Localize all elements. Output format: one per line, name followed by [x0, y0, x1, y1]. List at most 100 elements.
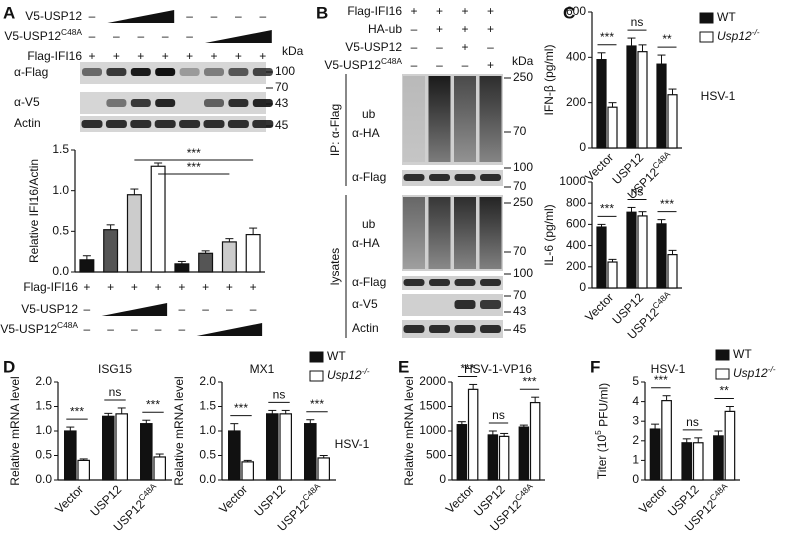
y-axis-label-main: Relative mRNA level — [8, 376, 22, 485]
y-tick-label: 1.5 — [52, 142, 69, 156]
y-axis-label-sup: 5 — [593, 430, 603, 435]
blot-band — [403, 279, 425, 286]
row-label-main: V5-USP12 — [4, 29, 61, 43]
y-tick-label: 4 — [632, 394, 639, 408]
blot-strip — [402, 294, 503, 316]
significance-label: *** — [234, 401, 248, 415]
blot-band — [480, 300, 501, 309]
y-tick-label: 1000 — [559, 174, 586, 188]
significance-label: *** — [600, 30, 614, 44]
legend-label: WT — [327, 349, 346, 363]
blot-band — [252, 68, 273, 76]
y-tick-label: 800 — [566, 195, 586, 209]
blot-band — [454, 300, 476, 309]
marker-label: 100 — [275, 64, 295, 78]
blot-band — [252, 99, 273, 107]
antibody-label: α-Flag — [14, 65, 48, 79]
blot-band — [252, 120, 274, 128]
legend-label: Usp12-/- — [327, 366, 370, 382]
y-tick-label: 5 — [632, 374, 639, 388]
marker-label: 45 — [513, 322, 527, 336]
significance-label: *** — [187, 146, 201, 160]
row-label: V5-USP12C48A — [0, 320, 78, 336]
x-tick-label-main: USP12 — [88, 482, 125, 519]
bar — [596, 226, 607, 289]
bar — [607, 106, 618, 149]
significance-label: *** — [146, 397, 160, 411]
antibody-label: Actin — [352, 321, 379, 335]
section-label: lysates — [328, 248, 342, 285]
legend-swatch — [715, 349, 730, 361]
sign: + — [410, 4, 417, 18]
kda-label: kDa — [282, 44, 304, 58]
y-tick-label: 1.0 — [199, 423, 216, 437]
antibody-label: Actin — [14, 116, 41, 130]
blot-band — [480, 279, 501, 286]
blot-strip — [402, 320, 503, 338]
significance-label: ns — [686, 415, 699, 429]
sign: – — [186, 9, 193, 23]
legend-label: WT — [717, 10, 736, 24]
blot-band — [429, 279, 450, 286]
blot-band — [403, 325, 425, 333]
antibody-label: α-HA — [352, 126, 380, 140]
sign: + — [88, 49, 95, 63]
blot-band — [179, 68, 200, 76]
x-tick-label: Vector — [636, 482, 670, 516]
panel-label: F — [590, 357, 600, 376]
y-tick-label: 2000 — [419, 374, 446, 388]
y-axis-label: Relative IFI16/Actin — [27, 159, 41, 263]
panel-label: E — [398, 357, 409, 376]
blot-band — [227, 120, 249, 128]
blot-smear — [479, 76, 502, 162]
blot-band — [228, 99, 249, 107]
row-label: V5-USP12 — [345, 40, 402, 54]
significance-label: *** — [187, 160, 201, 174]
sign: – — [131, 322, 138, 336]
antibody-label: ub — [362, 217, 376, 231]
wedge — [101, 303, 168, 316]
row-label-main: V5-USP12 — [25, 9, 82, 23]
legend-label-main: Usp12 — [733, 366, 768, 380]
sign: + — [461, 22, 468, 36]
row-label-sup: C48A — [61, 27, 82, 37]
blot-smear — [454, 76, 476, 162]
antibody-label: α-V5 — [14, 95, 40, 109]
sign: + — [107, 280, 114, 294]
sign: – — [186, 29, 193, 43]
row-label-main: V5-USP12 — [0, 322, 57, 336]
y-tick-label: 400 — [566, 238, 586, 252]
bar — [713, 435, 724, 481]
legend-swatch — [309, 351, 324, 363]
x-tick-label-sup: C48A — [650, 149, 672, 171]
row-label-main: V5-USP12 — [345, 40, 402, 54]
blot-band — [204, 99, 224, 107]
y-axis-label-main: Relative mRNA level — [172, 376, 186, 485]
chart-title: ISG15 — [98, 362, 132, 376]
row-label: V5-USP12 — [25, 9, 82, 23]
y-axis-label: Relative mRNA level — [172, 376, 186, 485]
blot-band — [203, 120, 225, 128]
blot-band — [429, 174, 450, 181]
sign: – — [411, 40, 418, 54]
blot-band — [179, 120, 201, 128]
y-axis-label-main: Titer (10 — [595, 435, 609, 480]
bar — [498, 435, 510, 481]
bar — [241, 461, 254, 481]
x-tick-label-main: USP12 — [252, 482, 289, 519]
sign: + — [186, 49, 193, 63]
row-label: Flag-IFI16 — [347, 4, 402, 18]
marker-label: 70 — [513, 244, 527, 258]
bar — [656, 223, 667, 289]
sign: + — [131, 280, 138, 294]
y-axis-label-main: Relative mRNA level — [402, 376, 416, 485]
blot-band — [106, 68, 127, 76]
bar — [140, 423, 153, 481]
row-label: V5-USP12C48A — [324, 56, 402, 72]
x-tick-label-sup: C48A — [136, 481, 158, 503]
blot-band — [454, 279, 476, 286]
significance-label: *** — [70, 404, 84, 418]
kda-label: kDa — [512, 54, 534, 68]
sign: + — [235, 49, 242, 63]
